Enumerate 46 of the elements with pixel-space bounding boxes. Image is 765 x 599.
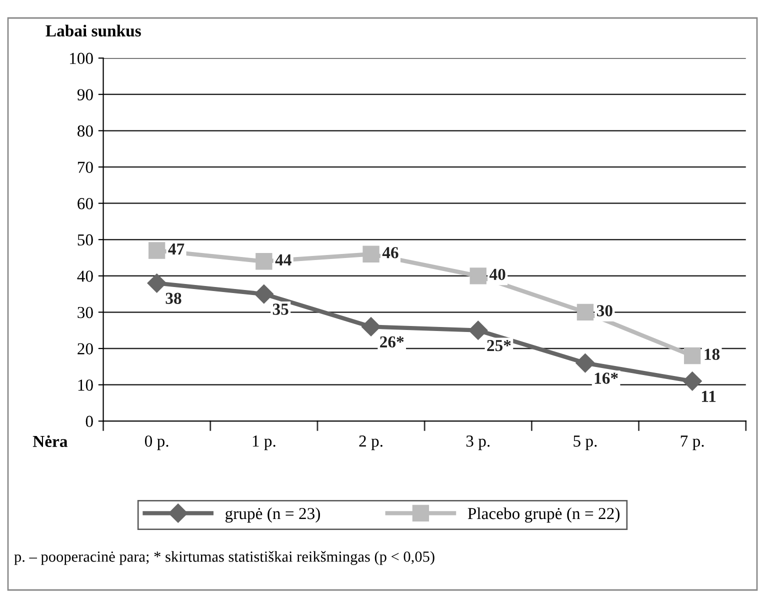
- point: [361, 317, 381, 336]
- point: [254, 284, 274, 304]
- text: p. – pooperacinė para; * skirtumas statistiškai reikšmingas (p < 0,05): [14, 551, 434, 565]
- data-label: 44: [275, 254, 292, 266]
- y-tick-label: 50: [78, 234, 93, 246]
- data-label: 46: [382, 247, 398, 258]
- point: [576, 353, 595, 373]
- y-axis-title: Labai sunkus: [46, 24, 141, 37]
- data-label: 38: [166, 292, 182, 304]
- y-tick-label: 40: [77, 270, 93, 282]
- x-tick-label: 1 p.: [252, 436, 276, 450]
- y-tick-label: 60: [78, 198, 93, 210]
- y-tick-label: 30: [78, 306, 93, 318]
- x-tick-label: 7 p.: [680, 436, 704, 450]
- text: Nėra: [32, 435, 68, 448]
- x-tick-label: 5 p.: [574, 436, 597, 450]
- point: [470, 268, 486, 284]
- y-tick-label: 0: [86, 416, 93, 428]
- x-tick-label: 2 p.: [359, 436, 382, 450]
- x-tick-label: 3 p.: [466, 436, 490, 450]
- point: [682, 372, 702, 391]
- y-tick-label: 100: [70, 52, 93, 64]
- data-label: 11: [702, 390, 716, 402]
- data-label: 18: [704, 348, 720, 360]
- data-label: 40: [489, 268, 506, 280]
- y-tick-label: 90: [77, 89, 93, 100]
- point: [684, 347, 701, 364]
- data-label: 25*: [487, 340, 511, 352]
- data-label: 16*: [594, 372, 618, 384]
- point: [147, 274, 166, 293]
- data-label: 26*: [380, 336, 404, 348]
- point: [468, 320, 488, 340]
- legend-label: grupė (n = 23): [225, 507, 320, 523]
- legend-label: Placebo grupė (n = 22): [468, 507, 620, 523]
- point: [256, 253, 272, 270]
- y-tick-label: 10: [78, 379, 93, 391]
- x-tick-label: 0 p.: [144, 435, 168, 450]
- y-tick-label: 20: [78, 343, 93, 354]
- data-label: 30: [596, 305, 612, 316]
- point: [148, 242, 166, 259]
- point: [362, 246, 380, 262]
- y-tick-label: 70: [78, 162, 93, 173]
- data-label: 47: [168, 244, 184, 254]
- y-tick-label: 80: [78, 125, 93, 137]
- point: [576, 304, 594, 321]
- data-label: 35: [272, 304, 288, 315]
